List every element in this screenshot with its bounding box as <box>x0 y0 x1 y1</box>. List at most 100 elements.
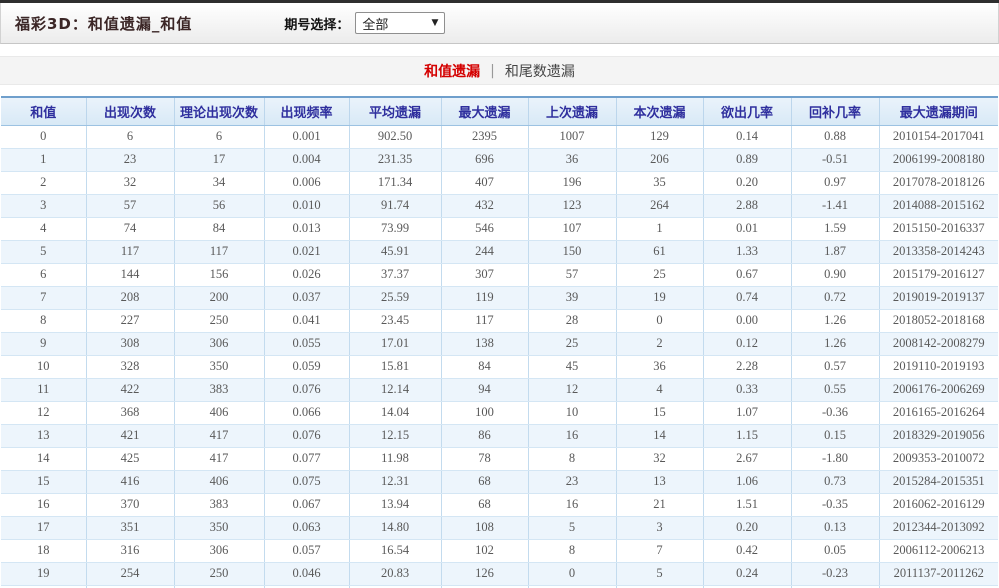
table-cell: 84 <box>173 217 265 241</box>
table-cell: 0.076 <box>263 424 350 448</box>
table-cell: 206 <box>615 148 704 172</box>
table-cell: 0.046 <box>263 562 350 586</box>
table-cell: 0.57 <box>790 355 880 379</box>
table-cell: 0.89 <box>702 148 792 172</box>
table-cell: 3 <box>615 516 704 540</box>
table-cell: 0 <box>1 125 87 149</box>
table-cell: 2.67 <box>702 447 792 471</box>
table-cell: 34 <box>173 171 265 195</box>
page-title: 福彩3D：和值遗漏_和值 <box>15 14 193 33</box>
table-cell: 150 <box>527 240 617 264</box>
table-cell: 1007 <box>527 125 617 149</box>
table-cell: 100 <box>440 401 529 425</box>
table-row: 17 351 350 0.063 14.80 108 5 3 0.20 0.13 2012344-2… <box>1 516 998 540</box>
table-cell: 250 <box>173 309 265 333</box>
table-cell: 1.07 <box>702 401 792 425</box>
table-cell: 14.04 <box>348 401 442 425</box>
table-cell: 2015179-2016127 <box>878 263 998 287</box>
table-cell: 546 <box>440 217 529 241</box>
omission-table: 和值 出现次数 理论出现次数 出现频率 平均遗漏 最大遗漏 上次遗漏 本次遗漏 欲出几率 回补几率… <box>1 96 998 588</box>
column-header: 最大遗漏期间 <box>878 97 998 126</box>
column-header: 回补几率 <box>790 97 880 126</box>
table-cell: 2006112-2006213 <box>878 539 998 563</box>
table-cell: 16.54 <box>348 539 442 563</box>
table-cell: 0.67 <box>702 263 792 287</box>
table-cell <box>878 585 998 588</box>
table-cell: -0.23 <box>790 562 880 586</box>
table-cell: -0.36 <box>790 401 880 425</box>
table-cell: -0.35 <box>790 493 880 517</box>
table-row: 3 57 56 0.010 91.74 432 123 264 2.88 -1.41 2014088… <box>1 194 998 218</box>
table-cell: 2010154-2017041 <box>878 125 998 149</box>
table-cell: 0.20 <box>702 171 792 195</box>
table-cell: 0.063 <box>263 516 350 540</box>
table-cell: 15 <box>615 401 704 425</box>
table-cell: 0.33 <box>702 378 792 402</box>
table-cell: 0.021 <box>263 240 350 264</box>
table-cell: 16 <box>527 493 617 517</box>
table-cell: 196 <box>527 171 617 195</box>
table-body: 0 6 6 0.001 902.50 2395 1007 129 0.14 0.88 2010154… <box>1 125 998 588</box>
table-cell: 406 <box>173 470 265 494</box>
table-row: 16 370 383 0.067 13.94 68 16 21 1.51 -0.35 2016062… <box>1 493 998 517</box>
page-header: 福彩3D：和值遗漏_和值 期号选择： 全部 ▼ <box>0 3 999 44</box>
table-cell: 421 <box>85 424 175 448</box>
table-cell: 425 <box>85 447 175 471</box>
table-row-clipped <box>1 585 998 588</box>
table-cell: 123 <box>527 194 617 218</box>
table-cell: 6 <box>173 125 265 149</box>
table-cell: 250 <box>173 562 265 586</box>
table-cell: -1.80 <box>790 447 880 471</box>
table-cell: 902.50 <box>348 125 442 149</box>
table-cell: 0.055 <box>263 332 350 356</box>
tab-sum-tail-omission[interactable]: 和尾数遗漏 <box>504 63 575 80</box>
table-cell: 4 <box>1 217 87 241</box>
table-cell: 35 <box>615 171 704 195</box>
table-cell: 25 <box>615 263 704 287</box>
table-cell: 2008142-2008279 <box>878 332 998 356</box>
table-cell: 2006199-2008180 <box>878 148 998 172</box>
column-header: 平均遗漏 <box>348 97 442 126</box>
table-cell: 6 <box>85 125 175 149</box>
table-cell: 0.004 <box>263 148 350 172</box>
table-row: 10 328 350 0.059 15.81 84 45 36 2.28 0.57 2019110-… <box>1 355 998 379</box>
table-cell: 119 <box>440 286 529 310</box>
table-row: 6 144 156 0.026 37.37 307 57 25 0.67 0.90 2015179-… <box>1 263 998 287</box>
period-select-label: 期号选择： <box>284 17 350 33</box>
table-cell: 156 <box>173 263 265 287</box>
table-cell: 117 <box>173 240 265 264</box>
table-cell: 12.14 <box>348 378 442 402</box>
table-cell: 306 <box>173 539 265 563</box>
table-cell: 7 <box>615 539 704 563</box>
table-cell: 0.12 <box>702 332 792 356</box>
table-cell: 0.001 <box>263 125 350 149</box>
table-cell: 307 <box>440 263 529 287</box>
table-cell: 14 <box>615 424 704 448</box>
table-cell: 16 <box>527 424 617 448</box>
table-cell: 15.81 <box>348 355 442 379</box>
table-cell: 696 <box>440 148 529 172</box>
table-cell: 231.35 <box>348 148 442 172</box>
table-cell: 13 <box>615 470 704 494</box>
table-cell: 94 <box>440 378 529 402</box>
table-cell: 2.28 <box>702 355 792 379</box>
tab-sum-omission[interactable]: 和值遗漏 <box>424 63 481 80</box>
table-cell: 2015284-2015351 <box>878 470 998 494</box>
table-cell: 5 <box>615 562 704 586</box>
column-header: 最大遗漏 <box>440 97 529 126</box>
table-row: 8 227 250 0.041 23.45 117 28 0 0.00 1.26 2018052-2… <box>1 309 998 333</box>
column-header: 出现频率 <box>263 97 350 126</box>
period-selector-group: 期号选择： 全部 ▼ <box>284 12 446 34</box>
table-cell: 1.06 <box>702 470 792 494</box>
table-cell: -0.51 <box>790 148 880 172</box>
period-select[interactable]: 全部 ▼ <box>355 12 446 34</box>
table-cell: 19 <box>615 286 704 310</box>
column-header: 欲出几率 <box>702 97 792 126</box>
omission-table-wrap: 和值 出现次数 理论出现次数 出现频率 平均遗漏 最大遗漏 上次遗漏 本次遗漏 欲出几率 回补几率… <box>0 96 999 588</box>
table-cell: 73.99 <box>348 217 442 241</box>
table-cell: 0.74 <box>702 286 792 310</box>
table-cell: 19 <box>1 562 87 586</box>
table-cell: 3 <box>1 194 87 218</box>
table-cell: 328 <box>85 355 175 379</box>
table-cell: 36 <box>527 148 617 172</box>
